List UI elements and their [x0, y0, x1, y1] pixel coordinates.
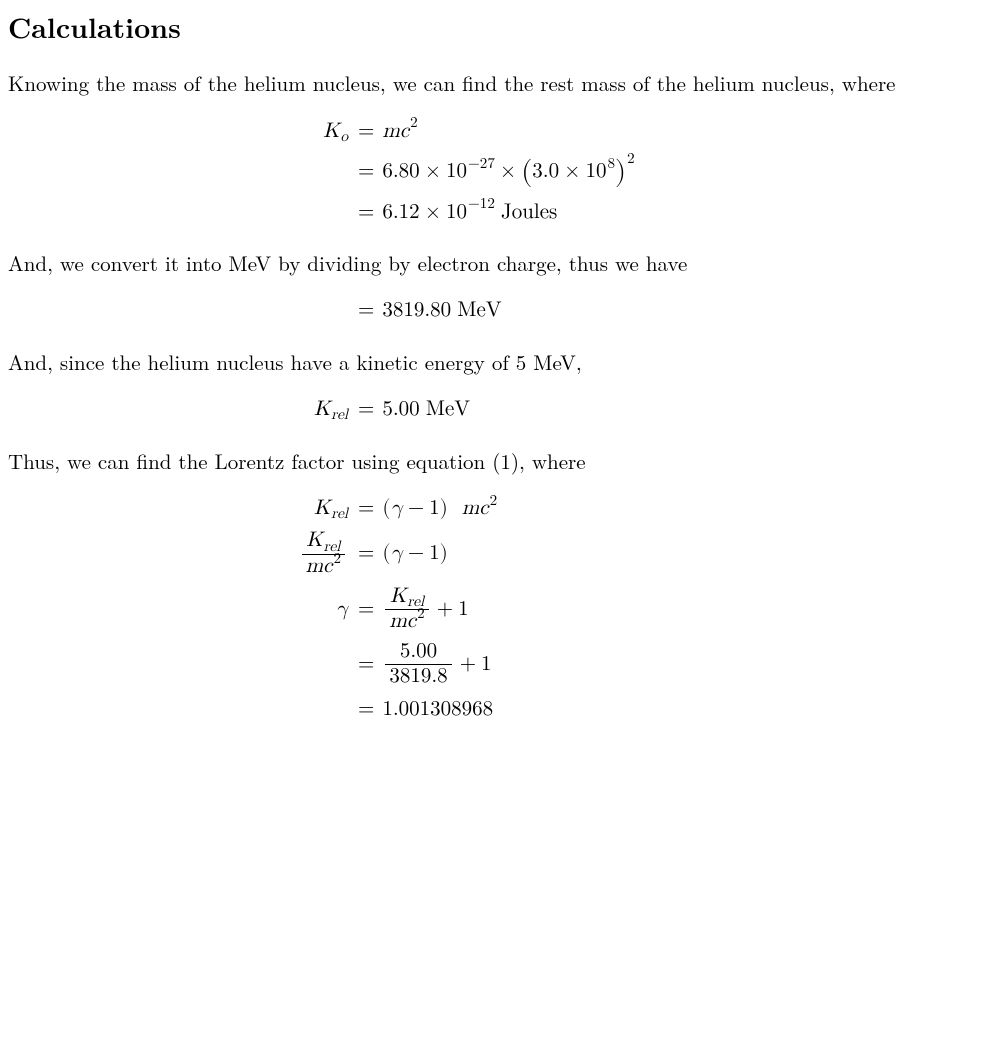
times-sign: ×: [495, 157, 521, 186]
rparen: ): [615, 153, 626, 193]
var-K: K: [306, 530, 322, 551]
var-gamma: γ: [391, 494, 403, 523]
fraction-krel-mc2: Krel mc2: [302, 529, 345, 578]
lparen: (: [382, 494, 390, 523]
num-1: 1: [429, 494, 440, 523]
unit-joules: Joules: [495, 198, 557, 227]
eq-gamma-row5: = 1.001308968: [8, 695, 989, 724]
equation-block-mev: = 3819.80MeV: [8, 296, 989, 325]
sub-rel: rel: [331, 404, 348, 425]
var-m: m: [462, 494, 480, 523]
times-sign: ×: [420, 198, 446, 227]
paragraph-4: Thus, we can find the Lorentz factor usi…: [8, 447, 989, 476]
equals-sign: =: [354, 650, 378, 679]
unit-mev: MeV: [420, 395, 470, 424]
equals-sign: =: [354, 198, 378, 227]
var-gamma: γ: [336, 595, 348, 624]
fraction-5-3819: 5.00 3819.8: [385, 640, 451, 689]
eq-gamma-row4: = 5.00 3819.8 +1: [8, 640, 989, 689]
num-1: 1: [458, 595, 469, 624]
num-10: 10: [446, 157, 467, 186]
sub-o: o: [340, 126, 348, 147]
paragraph-1: Knowing the mass of the helium nucleus, …: [8, 69, 989, 98]
times-sign: ×: [559, 157, 585, 186]
num-6.12: 6.12: [382, 198, 419, 227]
var-c: c: [323, 556, 332, 577]
section-heading: Calculations: [8, 8, 989, 47]
sub-rel: rel: [331, 503, 348, 524]
minus-sign: −: [403, 539, 429, 568]
var-K: K: [314, 494, 330, 523]
equation-block-ko: Ko = mc2 = 6.80×10−27×(3.0×108)2 = 6.12×…: [8, 117, 989, 227]
paragraph-3: And, since the helium nucleus have a kin…: [8, 348, 989, 377]
equals-sign: =: [354, 296, 378, 325]
equals-sign: =: [354, 157, 378, 186]
plus-sign: +: [455, 650, 481, 679]
var-c: c: [479, 494, 488, 523]
lparen: (: [382, 539, 390, 568]
exp-8: 8: [607, 153, 615, 174]
equation-block-krel: Krel = 5.00MeV: [8, 395, 989, 424]
num-1: 1: [481, 650, 492, 679]
var-m: m: [389, 611, 407, 632]
equals-sign: =: [354, 539, 378, 568]
rparen: ): [440, 539, 448, 568]
exp-neg12: −12: [468, 193, 495, 214]
num-3819.8: 3819.8: [385, 664, 451, 689]
var-K: K: [323, 117, 339, 146]
eq-ko-row1: Ko = mc2: [8, 117, 989, 146]
var-c: c: [400, 117, 409, 146]
eq-gamma-row3: γ = Krel mc2 +1: [8, 585, 989, 634]
num-3.0: 3.0: [532, 157, 559, 186]
num-result: 1.001308968: [382, 695, 493, 724]
times-sign: ×: [420, 157, 446, 186]
num-5.00: 5.00: [396, 640, 441, 664]
var-K: K: [390, 586, 406, 607]
eq-mev-row: = 3819.80MeV: [8, 296, 989, 325]
num-5.00: 5.00: [382, 395, 419, 424]
unit-mev: MeV: [451, 296, 501, 325]
eq-gamma-row1: Krel = (γ−1) mc2: [8, 494, 989, 523]
plus-sign: +: [432, 595, 458, 624]
equation-block-gamma: Krel = (γ−1) mc2 Krel mc2 = (γ−1) γ = Kr…: [8, 494, 989, 725]
exp-2-outer: 2: [627, 148, 635, 169]
num-10: 10: [446, 198, 467, 227]
equals-sign: =: [354, 595, 378, 624]
num-3819.80: 3819.80: [382, 296, 451, 325]
eq-krel-row: Krel = 5.00MeV: [8, 395, 989, 424]
exp-2: 2: [333, 551, 341, 566]
equals-sign: =: [354, 395, 378, 424]
num-10: 10: [585, 157, 606, 186]
var-m: m: [382, 117, 400, 146]
eq-gamma-row2: Krel mc2 = (γ−1): [8, 529, 989, 578]
rparen: ): [440, 494, 448, 523]
var-gamma: γ: [391, 539, 403, 568]
exp-2: 2: [490, 490, 498, 511]
paragraph-2: And, we convert it into MeV by dividing …: [8, 249, 989, 278]
equals-sign: =: [354, 494, 378, 523]
lparen: (: [521, 153, 532, 193]
var-m: m: [306, 556, 324, 577]
var-K: K: [314, 395, 330, 424]
exp-neg27: −27: [468, 153, 495, 174]
eq-ko-row2: = 6.80×10−27×(3.0×108)2: [8, 152, 989, 192]
equals-sign: =: [354, 695, 378, 724]
eq-ko-row3: = 6.12×10−12Joules: [8, 198, 989, 227]
minus-sign: −: [403, 494, 429, 523]
num-6.80: 6.80: [382, 157, 419, 186]
exp-2: 2: [417, 606, 425, 621]
equals-sign: =: [354, 117, 378, 146]
exp-2: 2: [410, 112, 418, 133]
num-1: 1: [429, 539, 440, 568]
fraction-krel-mc2: Krel mc2: [385, 585, 428, 634]
var-c: c: [407, 611, 416, 632]
